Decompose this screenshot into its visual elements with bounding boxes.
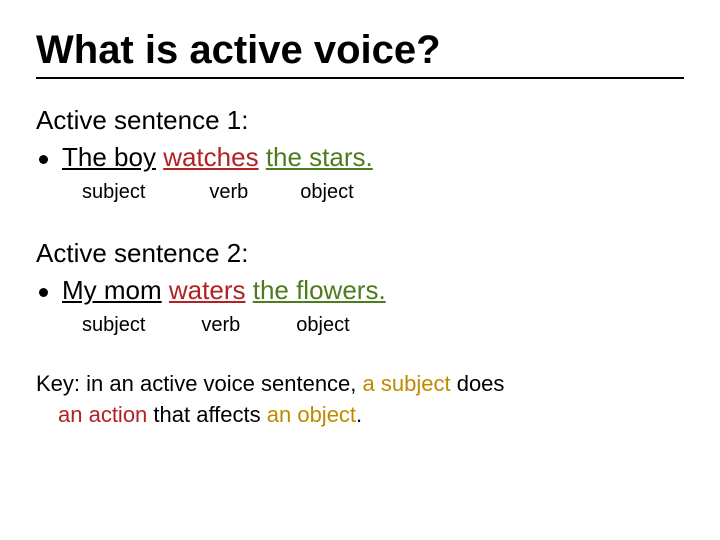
sentence1-object: the stars [266,142,366,172]
sentence2-period: . [378,275,385,305]
bullet-icon [39,155,48,164]
sentence1-line: The boy watches the stars. [36,140,684,175]
key-subject: a subject [363,371,451,396]
key-text: Key: in an active voice sentence, a subj… [36,369,684,431]
sentence1-intro: Active sentence 1: [36,103,684,138]
sentence2-intro: Active sentence 2: [36,236,684,271]
key-mid1: does [451,371,505,396]
sentence1-labels: subject verb object [82,181,684,204]
slide: What is active voice? Active sentence 1:… [0,0,720,431]
label-gap [240,314,296,337]
sentence2-verb: waters [169,275,246,305]
label-verb: verb [209,181,248,204]
sentence2-text: My mom waters the flowers. [62,273,386,308]
sentence1-subject: The boy [62,142,156,172]
sentence1-period: . [366,142,373,172]
key-post: . [356,402,362,427]
bullet-icon [39,288,48,297]
sentence2-object: the flowers [253,275,379,305]
label-subject: subject [82,314,145,337]
key-object: an object [267,402,356,427]
label-gap [248,181,300,204]
sentence1-text: The boy watches the stars. [62,140,373,175]
sentence1-verb: watches [163,142,258,172]
key-mid2: that affects [147,402,266,427]
key-pre: Key: in an active voice sentence, [36,371,363,396]
sentence2-labels: subject verb object [82,314,684,337]
label-gap [145,181,209,204]
label-object: object [296,314,349,337]
sentence2-line: My mom waters the flowers. [36,273,684,308]
label-object: object [300,181,353,204]
label-subject: subject [82,181,145,204]
label-verb: verb [201,314,240,337]
slide-title: What is active voice? [36,28,684,73]
sentence2-subject: My mom [62,275,162,305]
key-action: an action [58,402,147,427]
title-underline [36,77,684,79]
label-gap [145,314,201,337]
